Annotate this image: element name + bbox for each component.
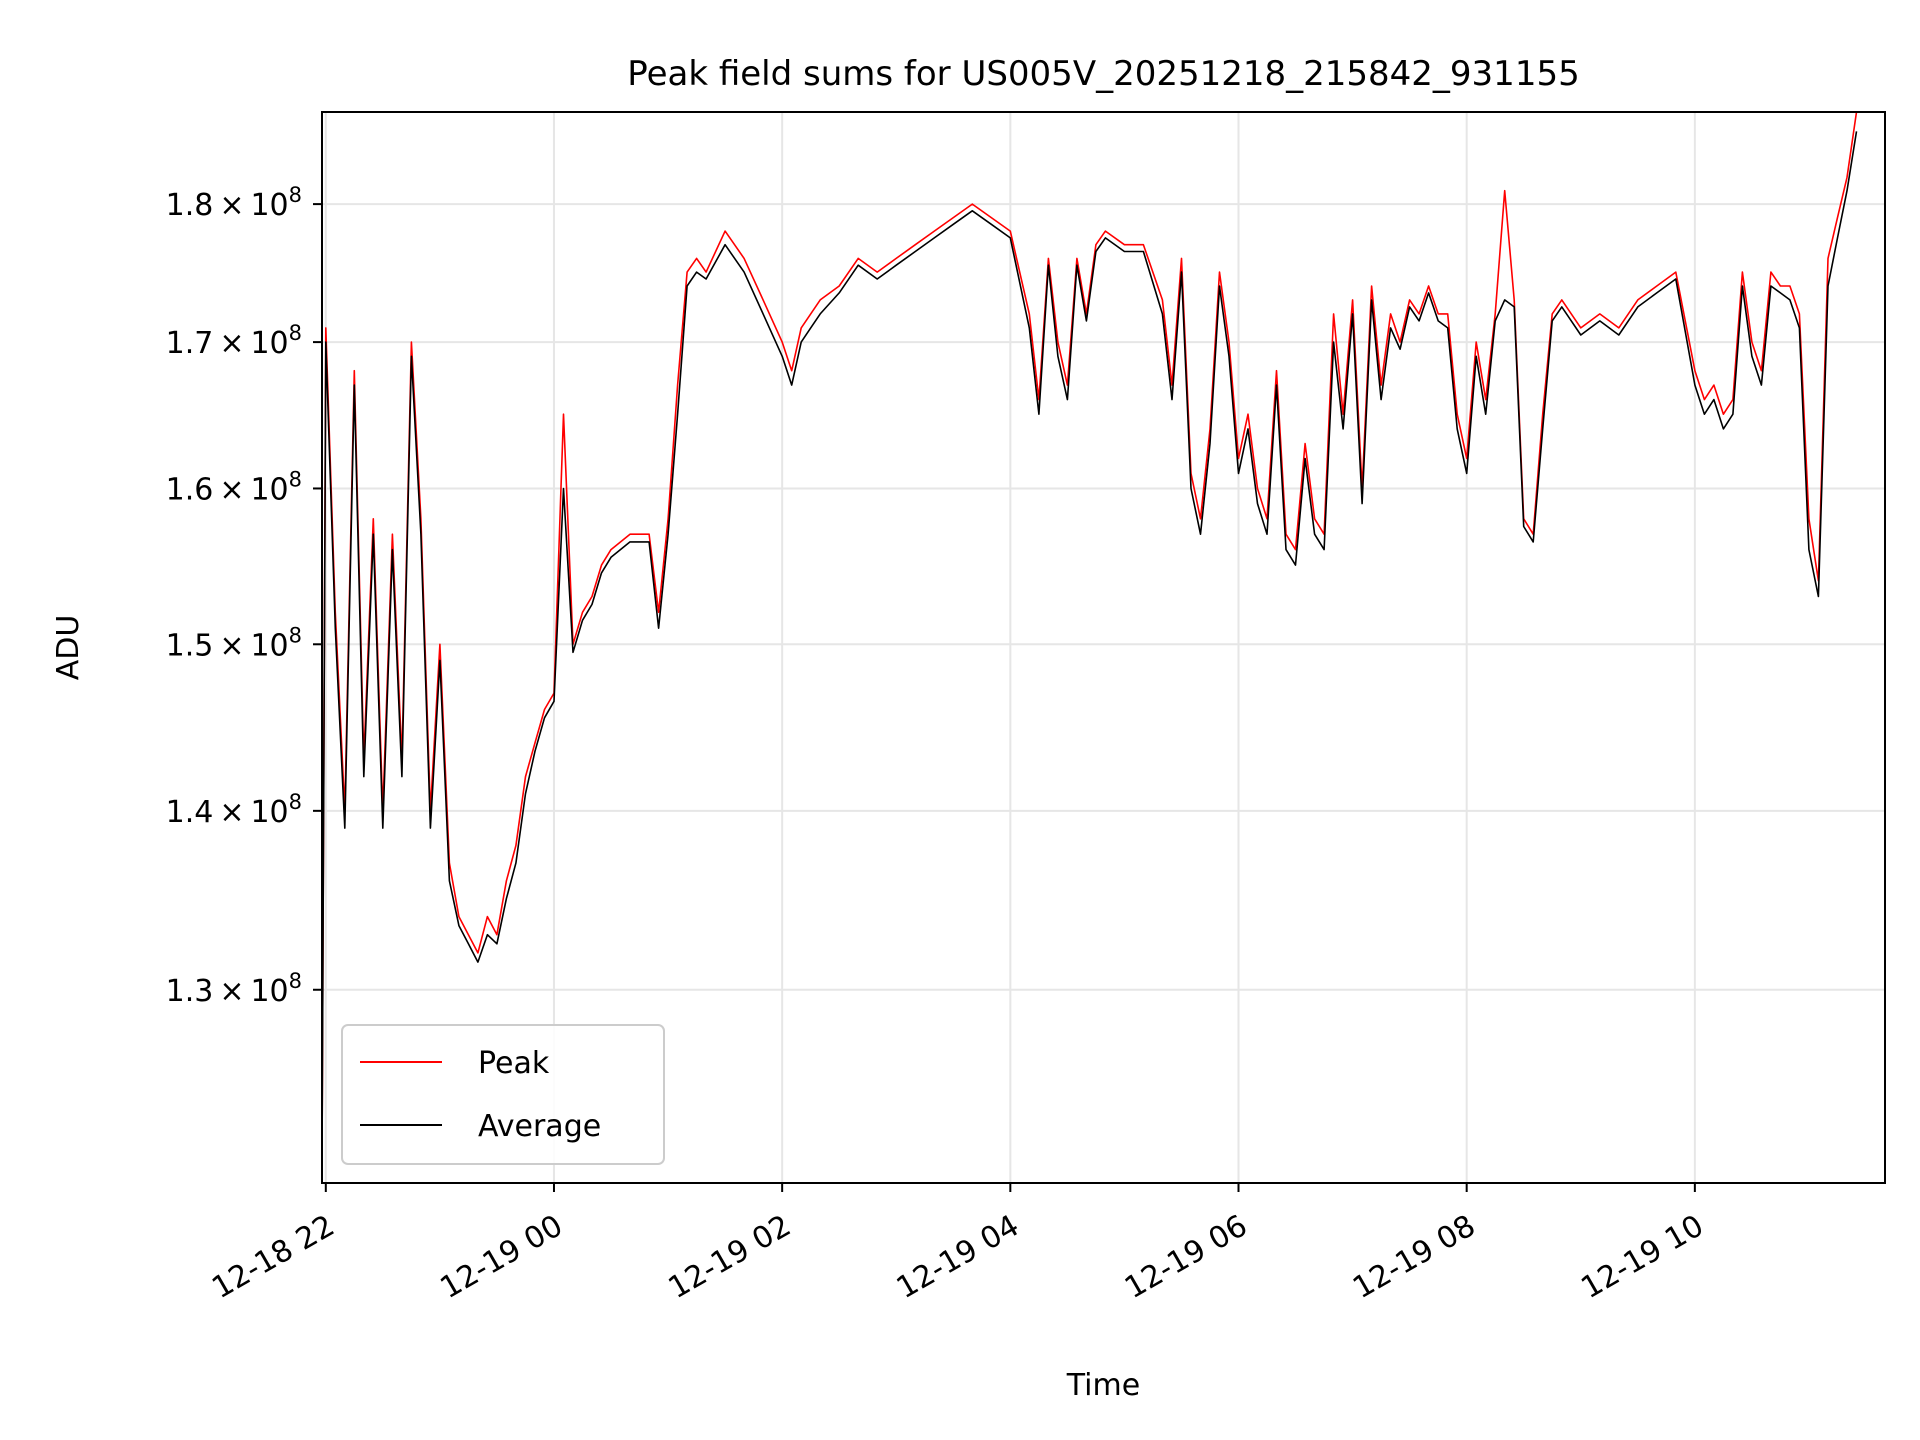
y-tick-mantissa: 1.8 [166,188,214,223]
y-tick-label: 1.5 × 108 [166,623,302,663]
y-tick-exponent: 8 [289,183,302,207]
y-tick-exponent: 8 [289,969,302,993]
y-tick-mantissa: 1.4 [166,795,214,830]
y-tick-times-ten: × 10 [213,188,288,223]
y-tick-mantissa: 1.3 [166,974,214,1009]
y-tick-times-ten: × 10 [213,472,288,507]
y-tick-label: 1.8 × 108 [166,183,302,223]
plot-frame [321,111,1886,1184]
y-tick-label: 1.7 × 108 [166,321,302,361]
y-tick-exponent: 8 [289,623,302,647]
legend-label-average: Average [478,1109,601,1144]
y-tick-times-ten: × 10 [213,974,288,1009]
series-layer [321,111,1858,1164]
y-tick-label: 1.6 × 108 [166,467,302,507]
y-tick-label: 1.3 × 108 [166,969,302,1009]
legend-label-peak: Peak [478,1046,550,1081]
y-tick-times-ten: × 10 [213,628,288,663]
y-tick-exponent: 8 [289,321,302,345]
y-axis-label: ADU [51,615,86,681]
series-line-average [321,131,1858,1164]
y-tick-mantissa: 1.5 [166,628,214,663]
x-axis-label: Time [1066,1368,1140,1403]
series-line-peak [321,111,1858,1164]
grid [322,112,1885,1183]
y-tick-exponent: 8 [289,467,302,491]
y-tick-label: 1.4 × 108 [166,790,302,830]
y-tick-exponent: 8 [289,790,302,814]
legend: Peak Average [341,1024,665,1165]
legend-box [341,1024,665,1165]
y-tick-times-ten: × 10 [213,326,288,361]
y-tick-mantissa: 1.7 [166,326,214,361]
y-tick-times-ten: × 10 [213,795,288,830]
y-tick-mantissa: 1.6 [166,472,214,507]
chart-title: Peak field sums for US005V_20251218_2158… [627,54,1579,94]
